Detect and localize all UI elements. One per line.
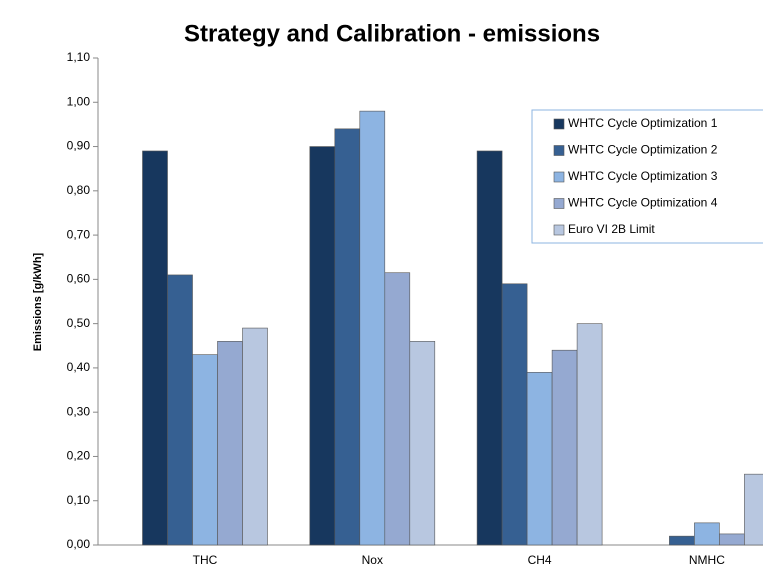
- bar: [334, 128, 361, 546]
- y-tick-label: 0,50: [67, 316, 91, 330]
- bar: [309, 146, 336, 546]
- legend-label: WHTC Cycle Optimization 4: [568, 196, 718, 210]
- y-tick-label: 0,30: [67, 404, 91, 418]
- y-tick-label: 0,70: [67, 227, 91, 241]
- bar: [217, 341, 243, 546]
- bar: [719, 533, 745, 546]
- y-tick-label: 0,80: [67, 183, 91, 197]
- bar: [192, 354, 218, 546]
- x-tick-label: CH4: [528, 553, 552, 567]
- legend-swatch: [553, 198, 565, 209]
- legend-swatch: [553, 118, 565, 130]
- x-tick-label: Nox: [362, 553, 383, 567]
- bar: [526, 372, 553, 546]
- y-tick-label: 0,40: [67, 360, 91, 374]
- legend-label: WHTC Cycle Optimization 1: [568, 116, 718, 130]
- y-tick-label: 1,10: [67, 50, 91, 64]
- legend-swatch: [553, 145, 565, 156]
- y-tick-label: 1,00: [67, 94, 91, 108]
- bar: [551, 349, 578, 546]
- legend-label: Euro VI 2B Limit: [568, 222, 655, 236]
- bar: [694, 522, 720, 546]
- chart-title: Strategy and Calibration - emissions: [184, 20, 600, 47]
- bar: [359, 110, 386, 546]
- bar: [142, 150, 168, 546]
- legend-label: WHTC Cycle Optimization 2: [568, 143, 718, 157]
- bar: [476, 150, 503, 546]
- bar: [669, 535, 695, 546]
- y-axis-label: Emissions [g/kWh]: [32, 252, 44, 351]
- bar: [744, 473, 763, 546]
- y-tick-label: 0,90: [67, 139, 91, 153]
- bar: [167, 274, 193, 546]
- y-tick-label: 0,10: [67, 493, 91, 507]
- bar: [501, 283, 528, 546]
- y-tick-label: 0,60: [67, 272, 91, 286]
- bar: [576, 323, 603, 546]
- bar: [242, 327, 268, 546]
- legend-swatch: [553, 224, 565, 236]
- legend-swatch: [553, 171, 565, 183]
- bar: [384, 272, 411, 546]
- y-tick-label: 0,00: [67, 537, 91, 551]
- bar: [409, 341, 436, 546]
- legend-box: [531, 109, 763, 244]
- x-tick-label: THC: [193, 553, 218, 567]
- x-tick-label: NMHC: [689, 553, 725, 567]
- y-tick-label: 0,20: [67, 449, 91, 463]
- legend-label: WHTC Cycle Optimization 3: [568, 169, 718, 183]
